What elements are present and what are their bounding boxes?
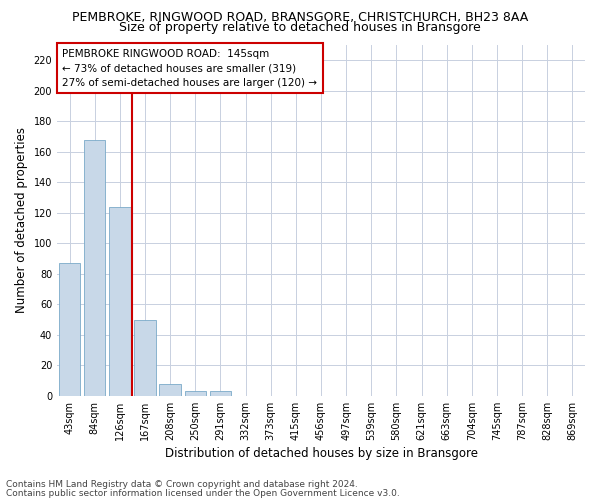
Bar	[109, 206, 131, 396]
Bar	[59, 263, 80, 396]
Bar	[185, 391, 206, 396]
Y-axis label: Number of detached properties: Number of detached properties	[15, 128, 28, 314]
Bar	[84, 140, 106, 396]
Text: Contains HM Land Registry data © Crown copyright and database right 2024.: Contains HM Land Registry data © Crown c…	[6, 480, 358, 489]
Bar	[210, 391, 231, 396]
Bar	[134, 320, 156, 396]
Text: Size of property relative to detached houses in Bransgore: Size of property relative to detached ho…	[119, 21, 481, 34]
X-axis label: Distribution of detached houses by size in Bransgore: Distribution of detached houses by size …	[164, 447, 478, 460]
Bar	[160, 384, 181, 396]
Text: Contains public sector information licensed under the Open Government Licence v3: Contains public sector information licen…	[6, 488, 400, 498]
Text: PEMBROKE, RINGWOOD ROAD, BRANSGORE, CHRISTCHURCH, BH23 8AA: PEMBROKE, RINGWOOD ROAD, BRANSGORE, CHRI…	[72, 11, 528, 24]
Text: PEMBROKE RINGWOOD ROAD:  145sqm
← 73% of detached houses are smaller (319)
27% o: PEMBROKE RINGWOOD ROAD: 145sqm ← 73% of …	[62, 48, 317, 88]
